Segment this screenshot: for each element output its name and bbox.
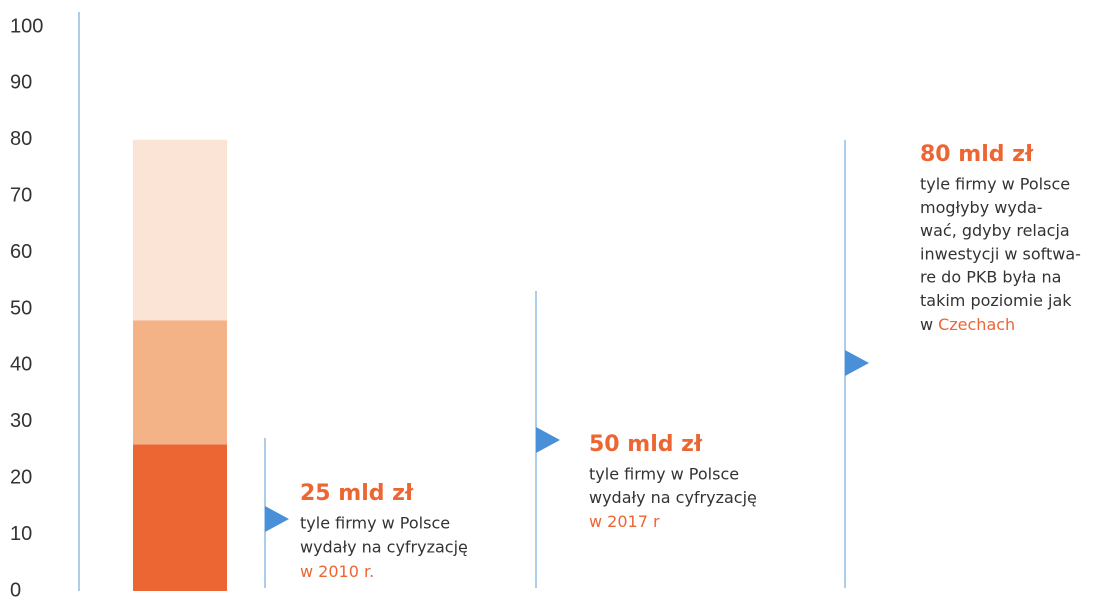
y-tick-label: 80: [10, 128, 32, 150]
y-tick-label: 50: [10, 297, 32, 319]
annotation-title: 25 mld zł: [300, 481, 414, 506]
annotation-title: 50 mld zł: [589, 432, 703, 457]
annotation-text: wydały na cyfryzację: [300, 538, 468, 557]
annotation-text: mogłyby wyda-: [920, 198, 1043, 217]
y-tick-label: 60: [10, 241, 32, 263]
annotation-text: re do PKB była na: [920, 268, 1061, 287]
annotation-text: inwestycji w softwa-: [920, 244, 1081, 263]
bar-segment: [133, 320, 227, 445]
bar-segment: [133, 139, 227, 321]
annotation-title: 80 mld zł: [920, 142, 1034, 167]
annotation-marker: [265, 506, 289, 532]
annotation-text: wać, gdyby relacja: [920, 221, 1070, 240]
y-tick-label: 100: [10, 15, 43, 37]
annotation-text: takim poziomie jak: [920, 291, 1072, 310]
annotation-highlight: w 2017 r: [589, 512, 660, 531]
annotation-highlight: w 2010 r.: [300, 562, 374, 581]
bar-segment: [133, 444, 227, 591]
y-tick-label: 90: [10, 72, 32, 94]
annotation-marker: [536, 427, 560, 453]
annotation-text: tyle firmy w Polsce: [300, 514, 450, 533]
annotation-text: wydały na cyfryzację: [589, 488, 757, 507]
annotation-decor: [264, 140, 869, 588]
annotation-text: tyle firmy w Polsce: [589, 465, 739, 484]
y-tick-label: 30: [10, 410, 32, 432]
y-tick-label: 0: [10, 579, 21, 599]
y-tick-label: 40: [10, 354, 32, 376]
annotation-prefix: w: [920, 314, 933, 333]
y-tick-label: 20: [10, 466, 32, 488]
y-tick-label: 70: [10, 184, 32, 206]
annotation-highlight: Czechach: [938, 314, 1015, 333]
annotation-text: w 2017 r: [589, 512, 660, 531]
annotation-text: w Czechach: [920, 314, 1015, 333]
annotation-marker: [845, 350, 869, 376]
annotation-text: w 2010 r.: [300, 562, 374, 581]
annotation-text: tyle firmy w Polsce: [920, 175, 1070, 194]
y-tick-label: 10: [10, 523, 32, 545]
